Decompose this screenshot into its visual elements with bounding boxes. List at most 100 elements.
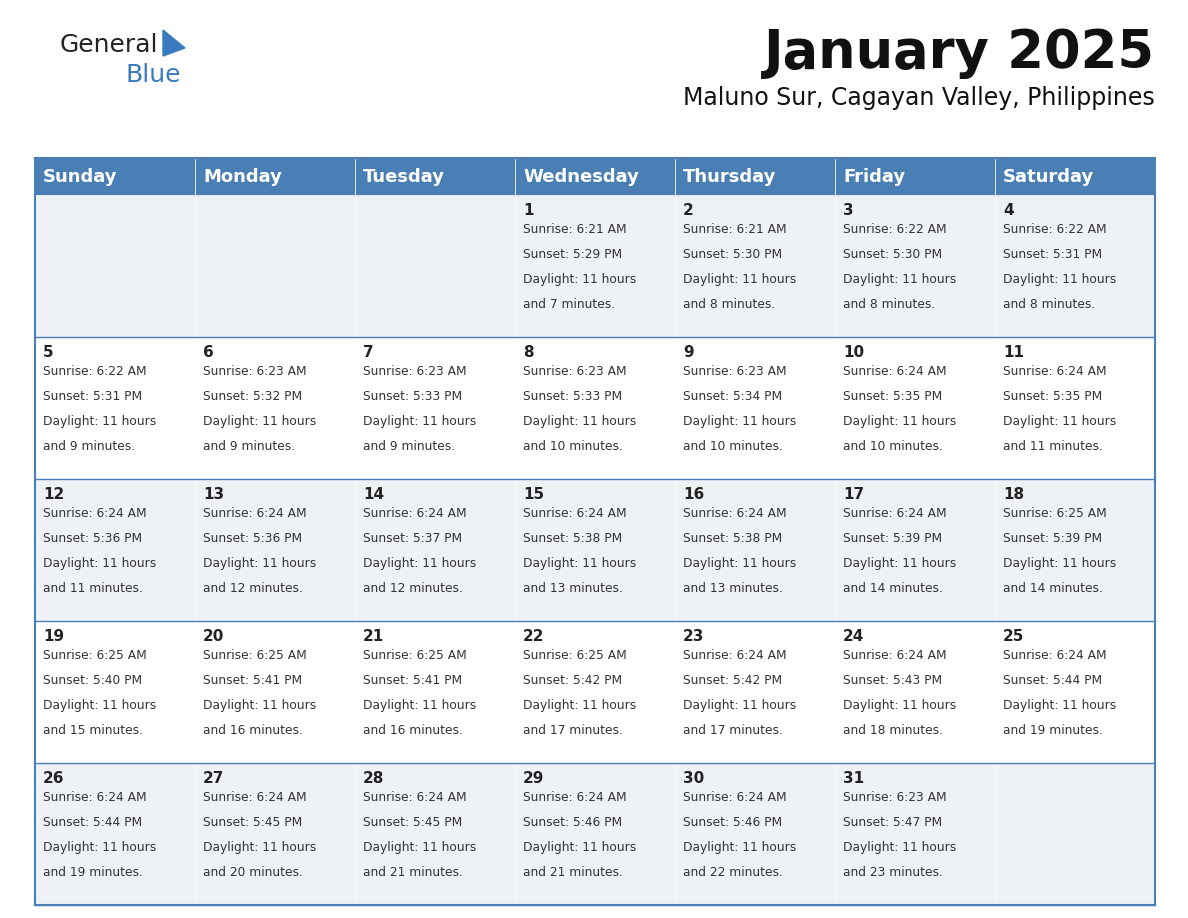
Text: and 20 minutes.: and 20 minutes. <box>203 866 303 879</box>
Text: Tuesday: Tuesday <box>364 167 446 185</box>
Text: Sunset: 5:33 PM: Sunset: 5:33 PM <box>523 390 623 403</box>
Bar <box>835 158 996 195</box>
Text: and 14 minutes.: and 14 minutes. <box>1003 581 1102 595</box>
Text: and 8 minutes.: and 8 minutes. <box>683 297 776 310</box>
Text: Sunset: 5:40 PM: Sunset: 5:40 PM <box>43 674 143 687</box>
Bar <box>34 158 1155 905</box>
Text: Daylight: 11 hours: Daylight: 11 hours <box>683 273 796 285</box>
Text: and 16 minutes.: and 16 minutes. <box>364 723 463 736</box>
Text: Daylight: 11 hours: Daylight: 11 hours <box>203 415 316 428</box>
Bar <box>675 621 835 763</box>
Text: 25: 25 <box>1003 629 1024 644</box>
Bar <box>996 479 1155 621</box>
Text: Sunset: 5:34 PM: Sunset: 5:34 PM <box>683 390 782 403</box>
Text: and 8 minutes.: and 8 minutes. <box>1003 297 1095 310</box>
Text: 18: 18 <box>1003 487 1024 502</box>
Text: Sunset: 5:39 PM: Sunset: 5:39 PM <box>843 532 942 545</box>
Text: Sunrise: 6:22 AM: Sunrise: 6:22 AM <box>43 365 146 378</box>
Text: Sunset: 5:46 PM: Sunset: 5:46 PM <box>683 816 782 829</box>
Text: Maluno Sur, Cagayan Valley, Philippines: Maluno Sur, Cagayan Valley, Philippines <box>683 86 1155 110</box>
Text: 29: 29 <box>523 771 544 786</box>
Bar <box>195 621 355 763</box>
Text: Sunrise: 6:24 AM: Sunrise: 6:24 AM <box>683 507 786 520</box>
Text: Sunset: 5:44 PM: Sunset: 5:44 PM <box>1003 674 1102 687</box>
Bar <box>675 763 835 905</box>
Text: Sunset: 5:45 PM: Sunset: 5:45 PM <box>364 816 462 829</box>
Text: Sunrise: 6:24 AM: Sunrise: 6:24 AM <box>43 507 146 520</box>
Text: and 14 minutes.: and 14 minutes. <box>843 581 943 595</box>
Text: Daylight: 11 hours: Daylight: 11 hours <box>683 841 796 854</box>
Text: 23: 23 <box>683 629 704 644</box>
Text: Daylight: 11 hours: Daylight: 11 hours <box>203 556 316 570</box>
Text: 12: 12 <box>43 487 64 502</box>
Text: Daylight: 11 hours: Daylight: 11 hours <box>843 556 956 570</box>
Text: Sunset: 5:45 PM: Sunset: 5:45 PM <box>203 816 302 829</box>
Text: and 19 minutes.: and 19 minutes. <box>1003 723 1102 736</box>
Text: Blue: Blue <box>125 63 181 87</box>
Text: Sunset: 5:46 PM: Sunset: 5:46 PM <box>523 816 623 829</box>
Text: Sunset: 5:31 PM: Sunset: 5:31 PM <box>43 390 143 403</box>
Bar <box>996 763 1155 905</box>
Text: Sunset: 5:35 PM: Sunset: 5:35 PM <box>843 390 942 403</box>
Text: Daylight: 11 hours: Daylight: 11 hours <box>843 273 956 285</box>
Text: and 7 minutes.: and 7 minutes. <box>523 297 615 310</box>
Text: Daylight: 11 hours: Daylight: 11 hours <box>1003 415 1117 428</box>
Text: Sunrise: 6:22 AM: Sunrise: 6:22 AM <box>1003 223 1107 236</box>
Text: and 18 minutes.: and 18 minutes. <box>843 723 943 736</box>
Bar <box>34 195 195 337</box>
Text: and 15 minutes.: and 15 minutes. <box>43 723 143 736</box>
Text: 16: 16 <box>683 487 704 502</box>
Text: Daylight: 11 hours: Daylight: 11 hours <box>1003 273 1117 285</box>
Text: and 22 minutes.: and 22 minutes. <box>683 866 783 879</box>
Text: Sunset: 5:30 PM: Sunset: 5:30 PM <box>843 248 942 261</box>
Text: 19: 19 <box>43 629 64 644</box>
Text: and 19 minutes.: and 19 minutes. <box>43 866 143 879</box>
Text: Sunrise: 6:24 AM: Sunrise: 6:24 AM <box>203 791 307 804</box>
Text: Sunset: 5:36 PM: Sunset: 5:36 PM <box>43 532 143 545</box>
Text: 15: 15 <box>523 487 544 502</box>
Bar <box>675 479 835 621</box>
Text: General: General <box>61 33 158 57</box>
Text: 2: 2 <box>683 203 694 218</box>
Text: and 10 minutes.: and 10 minutes. <box>843 440 943 453</box>
Text: 20: 20 <box>203 629 225 644</box>
Bar <box>355 479 516 621</box>
Text: Sunrise: 6:24 AM: Sunrise: 6:24 AM <box>523 507 626 520</box>
Bar <box>516 479 675 621</box>
Text: 7: 7 <box>364 345 373 360</box>
Text: and 8 minutes.: and 8 minutes. <box>843 297 935 310</box>
Text: Sunrise: 6:23 AM: Sunrise: 6:23 AM <box>843 791 947 804</box>
Text: Sunrise: 6:23 AM: Sunrise: 6:23 AM <box>523 365 626 378</box>
Text: Sunrise: 6:24 AM: Sunrise: 6:24 AM <box>523 791 626 804</box>
Text: Sunset: 5:44 PM: Sunset: 5:44 PM <box>43 816 143 829</box>
Bar <box>835 195 996 337</box>
Text: 17: 17 <box>843 487 864 502</box>
Text: and 12 minutes.: and 12 minutes. <box>203 581 303 595</box>
Text: 13: 13 <box>203 487 225 502</box>
Text: Sunrise: 6:24 AM: Sunrise: 6:24 AM <box>364 791 467 804</box>
Bar <box>675 158 835 195</box>
Bar <box>675 337 835 479</box>
Text: 9: 9 <box>683 345 694 360</box>
Bar <box>355 195 516 337</box>
Text: and 12 minutes.: and 12 minutes. <box>364 581 463 595</box>
Text: Daylight: 11 hours: Daylight: 11 hours <box>43 556 157 570</box>
Text: Sunrise: 6:23 AM: Sunrise: 6:23 AM <box>203 365 307 378</box>
Text: Daylight: 11 hours: Daylight: 11 hours <box>523 841 637 854</box>
Text: Sunset: 5:42 PM: Sunset: 5:42 PM <box>683 674 782 687</box>
Text: and 10 minutes.: and 10 minutes. <box>683 440 783 453</box>
Text: 30: 30 <box>683 771 704 786</box>
Text: and 17 minutes.: and 17 minutes. <box>523 723 623 736</box>
Text: Sunrise: 6:25 AM: Sunrise: 6:25 AM <box>203 649 307 662</box>
Text: Saturday: Saturday <box>1003 167 1094 185</box>
Text: 3: 3 <box>843 203 854 218</box>
Text: and 16 minutes.: and 16 minutes. <box>203 723 303 736</box>
Bar <box>34 763 195 905</box>
Text: Sunrise: 6:22 AM: Sunrise: 6:22 AM <box>843 223 947 236</box>
Bar <box>516 158 675 195</box>
Text: Daylight: 11 hours: Daylight: 11 hours <box>1003 556 1117 570</box>
Text: Sunset: 5:37 PM: Sunset: 5:37 PM <box>364 532 462 545</box>
Text: and 13 minutes.: and 13 minutes. <box>523 581 623 595</box>
Text: Sunrise: 6:25 AM: Sunrise: 6:25 AM <box>364 649 467 662</box>
Text: Sunrise: 6:24 AM: Sunrise: 6:24 AM <box>683 791 786 804</box>
